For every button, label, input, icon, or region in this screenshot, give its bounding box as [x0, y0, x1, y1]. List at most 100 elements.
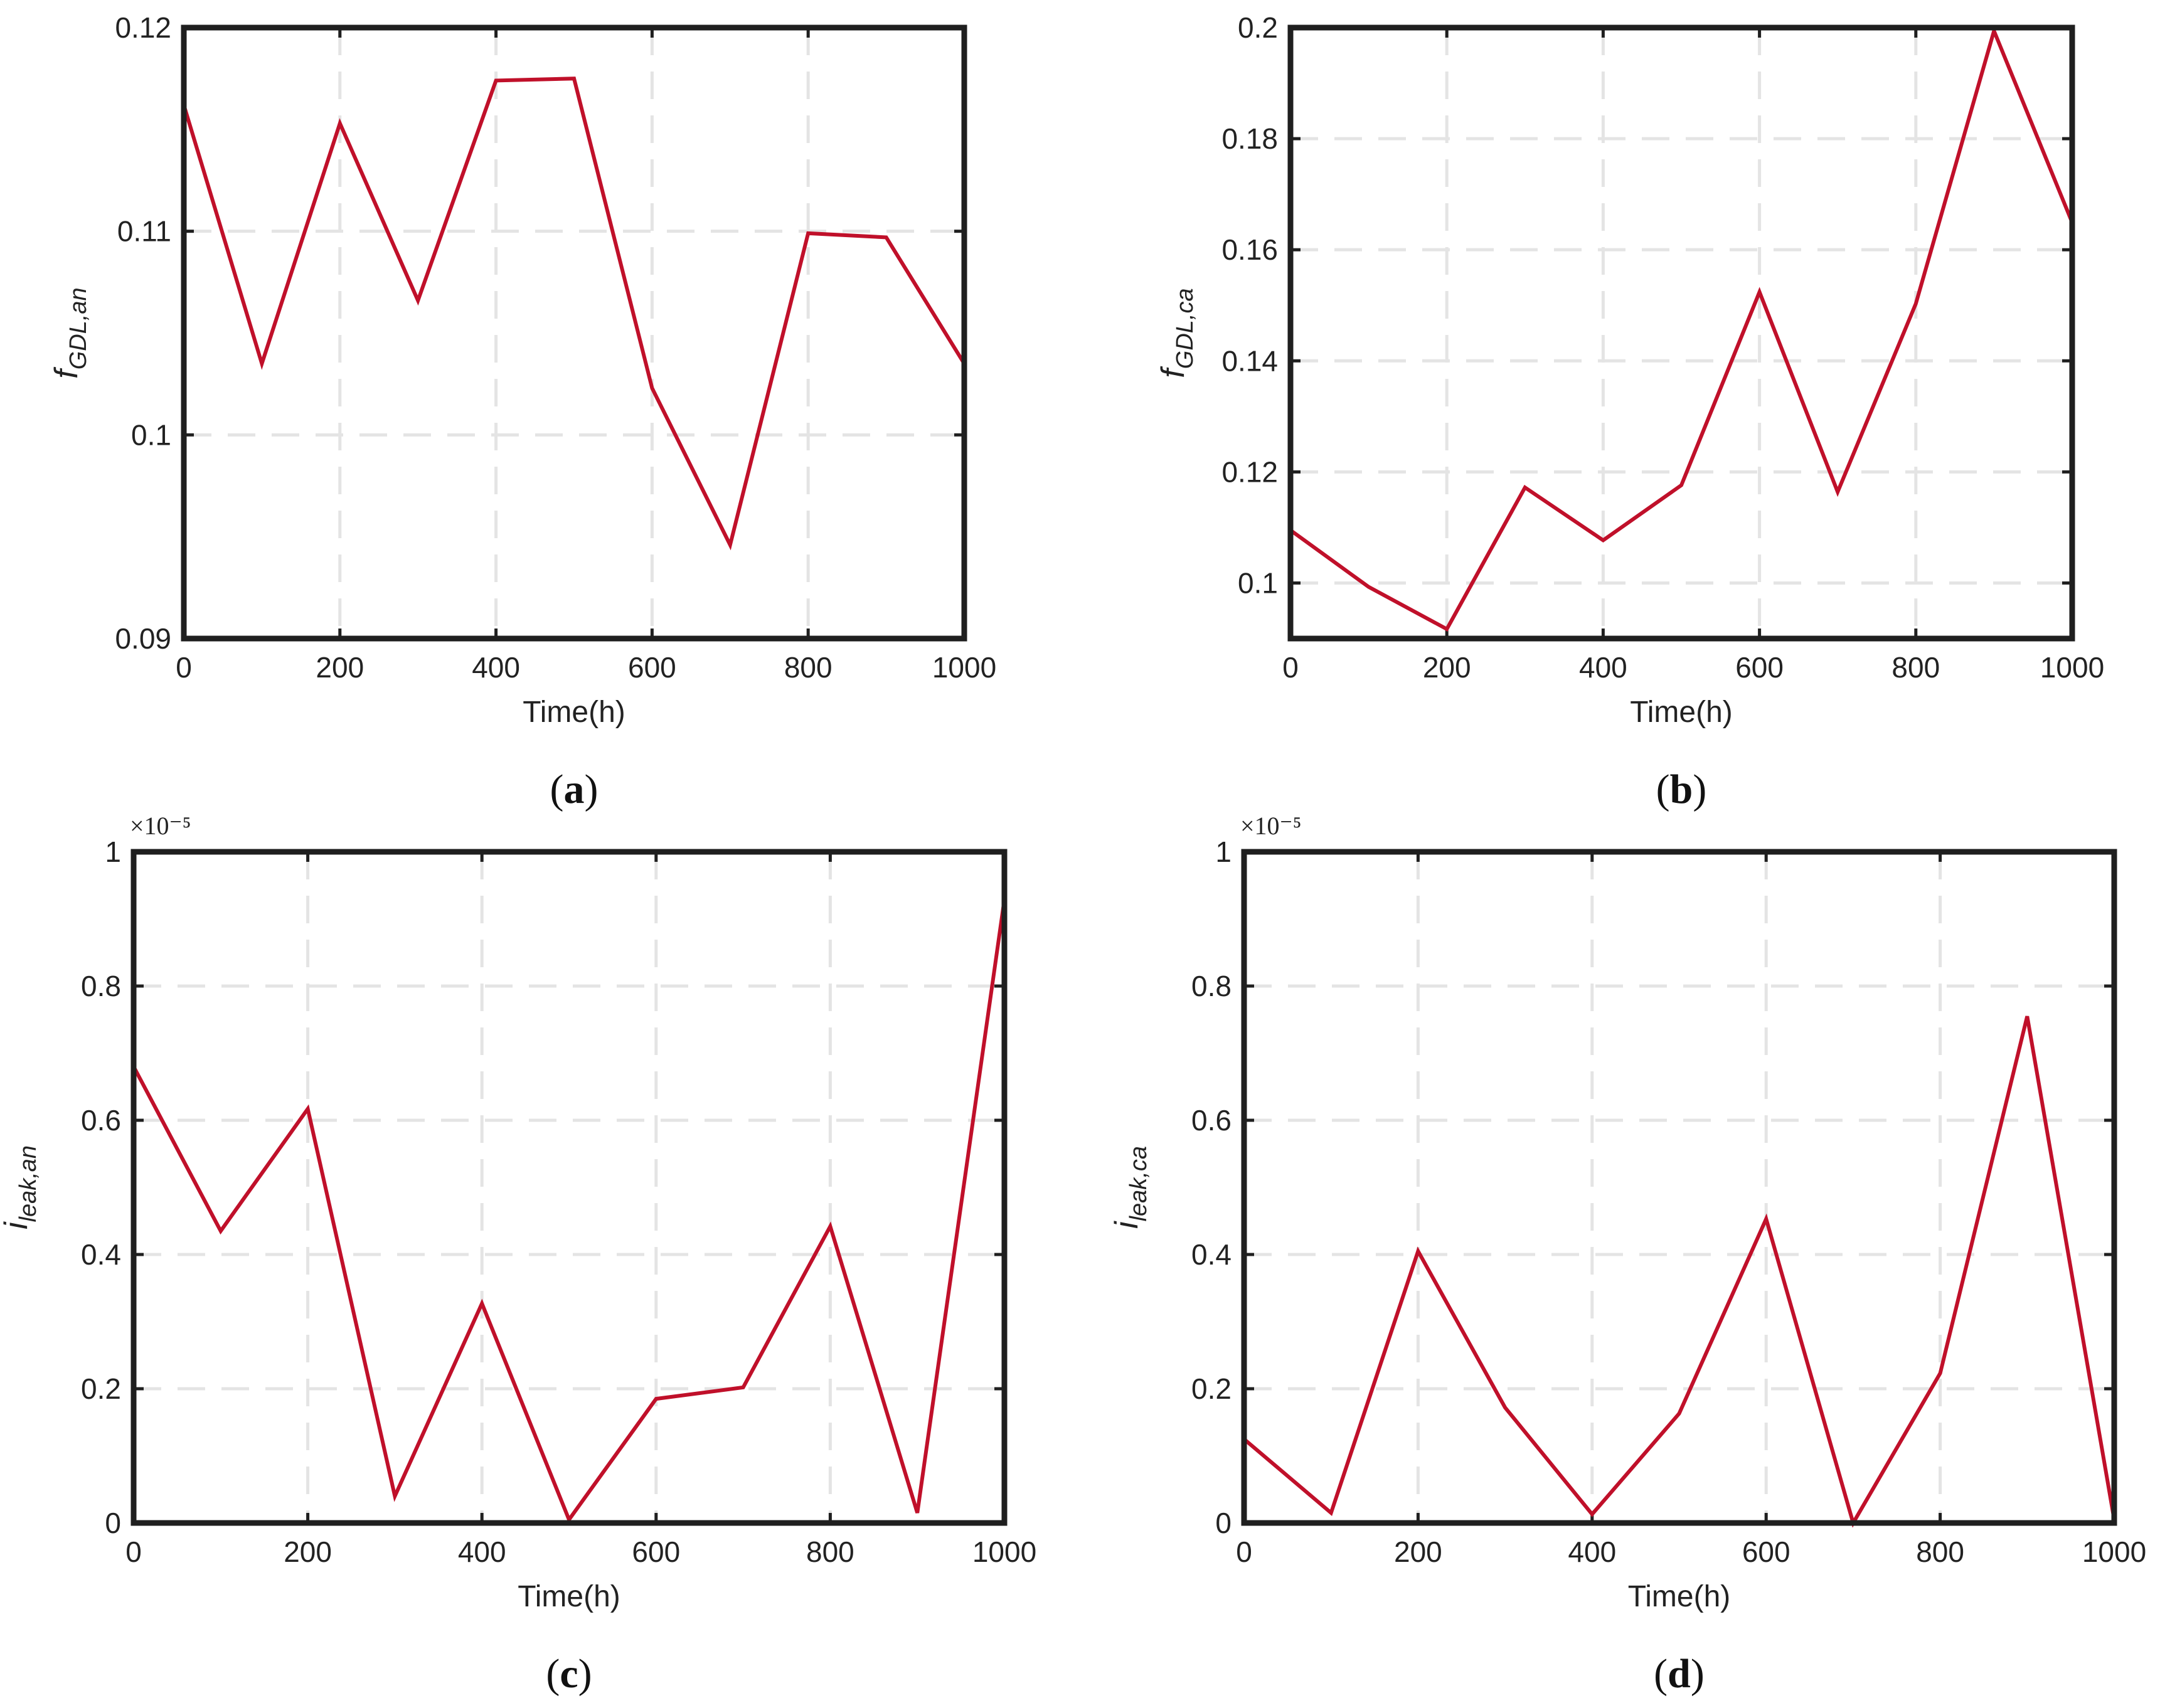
y-tick-label: 0.09: [115, 622, 171, 655]
panel-label: (a): [550, 766, 599, 812]
y-tick-label: 0: [105, 1507, 121, 1539]
data-point-b-8: [1914, 302, 1918, 305]
y-axis-label: fGDL,ca: [1155, 288, 1198, 378]
axes-frame-c: [130, 849, 1008, 1526]
data-point-a-7: [728, 543, 732, 547]
data-point-d-3: [1503, 1406, 1507, 1409]
data-point-a-1: [260, 362, 263, 366]
y-tick-label: 0.6: [1191, 1104, 1232, 1137]
x-axis-label: Time(h): [1628, 1580, 1731, 1613]
y-tick-label: 0.16: [1221, 233, 1278, 266]
data-point-a-8: [806, 231, 810, 235]
y-tick-label: 0.4: [81, 1238, 121, 1271]
x-tick-label: 600: [632, 1536, 680, 1568]
y-axis-label-subscript: leak,an: [15, 1145, 41, 1223]
x-tick-label: 600: [1735, 651, 1784, 684]
x-tick-label: 1000: [2040, 651, 2104, 684]
panel-label: (d): [1654, 1651, 1705, 1697]
data-point-c-2: [306, 1107, 310, 1111]
y-exponent-label: ×10⁻⁵: [1240, 812, 1302, 840]
y-tick-label: 0.8: [81, 970, 121, 1002]
data-point-a-5: [572, 77, 576, 80]
data-point-d-1: [1329, 1511, 1333, 1515]
x-tick-label: 600: [1742, 1536, 1790, 1568]
y-axis-label-main: f: [48, 367, 85, 379]
y-axis-label-subscript: GDL,an: [65, 287, 92, 369]
y-axis-label-subscript: leak,ca: [1125, 1146, 1152, 1221]
panel-letter: a: [564, 766, 585, 812]
data-point-b-5: [1679, 484, 1683, 487]
data-point-d-8: [1939, 1371, 1942, 1375]
panel-letter: c: [560, 1651, 578, 1697]
y-axis-label: ileak,ca: [1109, 1146, 1152, 1229]
x-tick-label: 0: [176, 651, 192, 684]
y-axis-label: ileak,an: [0, 1145, 41, 1229]
data-point-a-2: [338, 122, 342, 125]
y-tick-label: 0.1: [131, 418, 171, 451]
x-tick-label: 0: [1282, 651, 1299, 684]
y-tick-label: 0.2: [1238, 11, 1278, 44]
x-tick-label: 1000: [932, 651, 996, 684]
data-point-a-9: [885, 235, 888, 239]
panel-label: (b): [1656, 766, 1707, 812]
y-tick-label: 0.8: [1191, 970, 1232, 1002]
data-point-b-6: [1758, 290, 1762, 294]
chart-panel-b: 0 200 400 600 800 1000 0.1 0.12 0.14 0.16 0.18 0.2 T…: [1155, 11, 2104, 812]
x-tick-label: 200: [1394, 1536, 1442, 1568]
chart-panel-c: 0 200 400 600 800 1000 0 0.2 0.4 0.6 0.8 1 Time(h) il…: [0, 812, 1036, 1697]
y-tick-label: 0.4: [1191, 1238, 1232, 1271]
series-line-c: [132, 899, 1006, 1524]
series-line-d: [1243, 1016, 2116, 1528]
x-tick-label: 800: [1916, 1536, 1964, 1568]
data-point-c-6: [654, 1397, 658, 1401]
data-point-c-3: [393, 1494, 396, 1498]
y-tick-label: 0.2: [81, 1372, 121, 1405]
axes-frame-a: [181, 24, 967, 642]
x-tick-label: 200: [284, 1536, 332, 1568]
x-tick-label: 1000: [972, 1536, 1036, 1568]
data-point-a-3: [416, 299, 420, 302]
y-axis-label-subscript: GDL,ca: [1172, 288, 1198, 369]
x-tick-label: 1000: [2082, 1536, 2146, 1568]
x-tick-label: 400: [1579, 651, 1627, 684]
x-axis-label: Time(h): [1630, 696, 1733, 729]
x-tick-label: 400: [472, 651, 520, 684]
axes-frame-d: [1241, 849, 2117, 1526]
data-point-d-4: [1590, 1512, 1594, 1516]
data-point-a-6: [650, 386, 654, 390]
data-point-d-6: [1764, 1217, 1768, 1221]
data-point-d-9: [2025, 1014, 2029, 1018]
data-point-d-2: [1416, 1249, 1420, 1253]
y-tick-label: 0.14: [1221, 344, 1278, 377]
data-point-b-7: [1836, 490, 1839, 494]
series-line-a: [182, 77, 966, 551]
data-point-d-5: [1678, 1412, 1681, 1416]
data-point-c-9: [915, 1511, 919, 1515]
panel-letter: b: [1670, 766, 1693, 812]
y-tick-label: 0.11: [117, 215, 171, 248]
y-tick-label: 1: [1215, 835, 1232, 868]
x-tick-label: 400: [1568, 1536, 1616, 1568]
x-tick-label: 200: [1423, 651, 1471, 684]
y-tick-label: 1: [105, 835, 121, 868]
y-tick-label: 0.1: [1238, 566, 1278, 599]
x-tick-label: 800: [784, 651, 833, 684]
data-point-c-8: [828, 1224, 832, 1228]
data-point-b-2: [1445, 627, 1449, 631]
data-point-b-1: [1367, 585, 1371, 589]
y-tick-label: 0.6: [81, 1104, 121, 1137]
x-tick-label: 200: [316, 651, 364, 684]
x-tick-label: 800: [1891, 651, 1940, 684]
data-point-c-4: [480, 1302, 484, 1305]
y-tick-label: 0.18: [1221, 122, 1278, 155]
axes-frame-b: [1287, 24, 2075, 642]
y-axis-label-main: i: [1109, 1221, 1145, 1229]
y-tick-label: 0: [1215, 1507, 1232, 1539]
y-tick-label: 0.2: [1191, 1372, 1232, 1405]
data-point-a-4: [494, 78, 498, 82]
x-tick-label: 800: [806, 1536, 854, 1568]
y-exponent-label: ×10⁻⁵: [130, 812, 191, 840]
series-line-b: [1289, 25, 2074, 632]
x-tick-label: 400: [458, 1536, 506, 1568]
